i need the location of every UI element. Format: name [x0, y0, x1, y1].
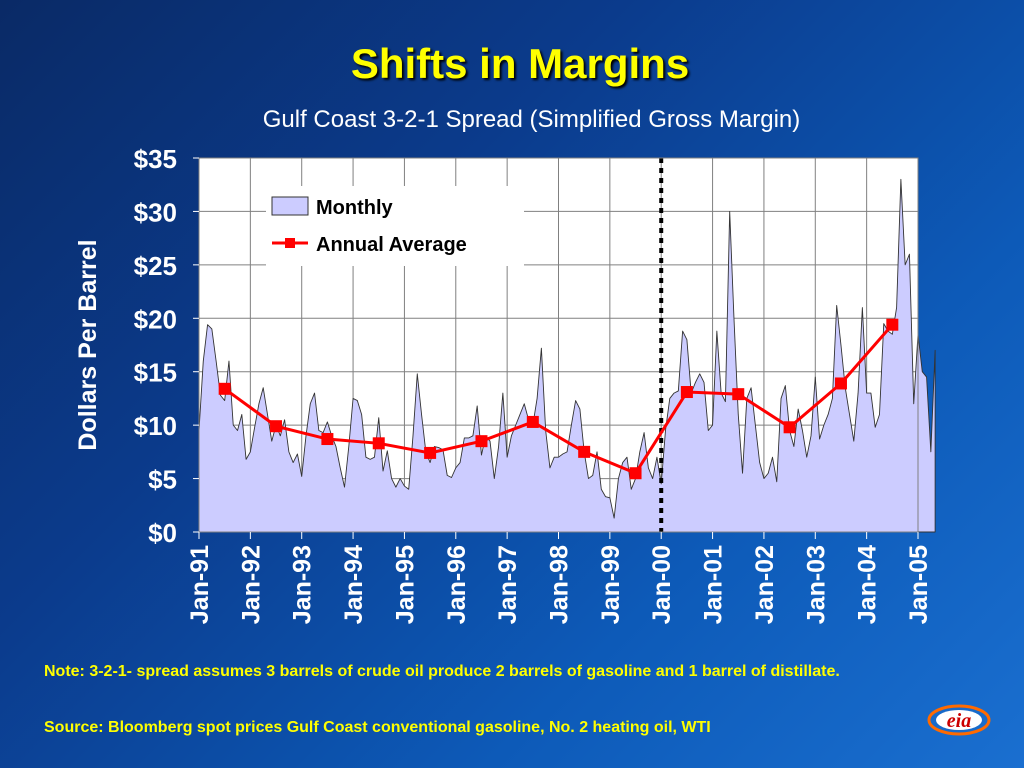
slide-title: Shifts in Margins	[350, 40, 690, 87]
legend-monthly-label: Monthly	[316, 197, 394, 219]
x-tick-label: Jan-98	[546, 545, 574, 624]
footnote: Note: 3-2-1- spread assumes 3 barrels of…	[44, 663, 840, 680]
x-tick-label: Jan-01	[700, 545, 728, 624]
legend: Monthly Annual Average	[266, 186, 524, 266]
x-tick-label: Jan-94	[340, 545, 368, 624]
x-tick-label: Jan-03	[802, 545, 830, 624]
source-citation: Source: Bloomberg spot prices Gulf Coast…	[44, 719, 711, 736]
y-tick-label: $30	[134, 197, 177, 227]
x-tick-label: Jan-02	[751, 545, 779, 624]
annual-average-marker	[680, 386, 693, 399]
annual-average-marker	[270, 420, 283, 433]
y-tick-label: $0	[148, 518, 177, 548]
y-tick-label: $35	[134, 144, 177, 174]
eia-logo: eia	[927, 704, 991, 736]
x-tick-label: Jan-95	[391, 545, 419, 624]
x-tick-label: Jan-96	[443, 545, 471, 624]
y-tick-label: $15	[134, 358, 177, 388]
y-axis-ticks: $0 $5 $10 $15 $20 $25 $30 $35	[134, 144, 199, 548]
annual-average-line	[223, 323, 894, 476]
legend-annual-marker	[285, 238, 295, 248]
x-tick-label: Jan-04	[854, 545, 882, 624]
svg-text:eia: eia	[947, 710, 971, 732]
x-tick-label: Jan-97	[494, 545, 522, 624]
x-tick-label: Jan-05	[905, 545, 933, 624]
legend-monthly-swatch	[271, 196, 309, 216]
x-tick-label: Jan-92	[237, 545, 265, 624]
annual-average-marker	[886, 318, 899, 331]
chart-subtitle: Gulf Coast 3-2-1 Spread (Simplified Gros…	[262, 106, 801, 133]
y-tick-label: $10	[134, 411, 177, 441]
annual-average-marker	[475, 435, 488, 448]
annual-average-marker	[783, 421, 796, 434]
y-tick-label: $5	[148, 465, 177, 495]
x-tick-label: Jan-91	[186, 545, 214, 624]
y-tick-label: $25	[134, 251, 177, 281]
annual-average-marker	[629, 467, 642, 480]
annual-average-marker	[526, 415, 539, 428]
x-tick-label: Jan-00	[648, 545, 676, 624]
annual-average-layer	[218, 318, 899, 480]
monthly-area-layer	[198, 178, 936, 533]
x-tick-label: Jan-99	[597, 545, 625, 624]
annual-average-marker	[834, 377, 847, 390]
monthly-area	[198, 178, 936, 533]
annual-average-marker	[424, 446, 437, 459]
y-tick-label: $20	[134, 304, 177, 334]
x-axis-ticks: Jan-91 Jan-92 Jan-93 Jan-94 Jan-95 Jan-96 Jan-…	[186, 532, 933, 624]
annual-average-marker	[218, 382, 231, 395]
annual-average-marker	[732, 388, 745, 401]
y-axis-label: Dollars Per Barrel	[74, 239, 102, 450]
annual-average-marker	[578, 445, 591, 458]
annual-average-marker	[372, 437, 385, 450]
x-tick-label: Jan-93	[289, 545, 317, 624]
annual-average-marker	[321, 433, 334, 446]
legend-annual-label: Annual Average	[316, 234, 467, 256]
